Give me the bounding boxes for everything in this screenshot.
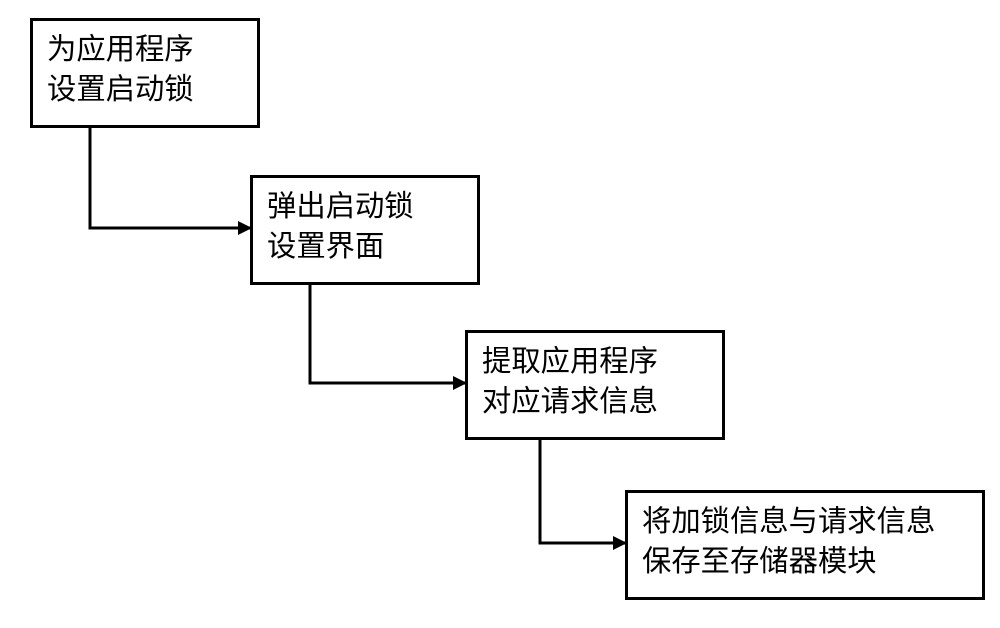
flowchart-node-n3: 提取应用程序 对应请求信息 bbox=[465, 330, 725, 440]
edge-n1-n2 bbox=[90, 128, 250, 228]
node-label: 提取应用程序 对应请求信息 bbox=[482, 343, 658, 422]
node-label: 将加锁信息与请求信息 保存至存储器模块 bbox=[642, 503, 935, 582]
flowchart-canvas: 为应用程序 设置启动锁弹出启动锁 设置界面提取应用程序 对应请求信息将加锁信息与… bbox=[0, 0, 1000, 628]
node-label: 为应用程序 设置启动锁 bbox=[47, 31, 194, 110]
flowchart-node-n1: 为应用程序 设置启动锁 bbox=[30, 18, 260, 128]
edge-n2-n3 bbox=[310, 285, 465, 383]
node-label: 弹出启动锁 设置界面 bbox=[267, 188, 414, 267]
edge-n3-n4 bbox=[540, 440, 625, 543]
flowchart-node-n4: 将加锁信息与请求信息 保存至存储器模块 bbox=[625, 490, 985, 600]
flowchart-node-n2: 弹出启动锁 设置界面 bbox=[250, 175, 480, 285]
